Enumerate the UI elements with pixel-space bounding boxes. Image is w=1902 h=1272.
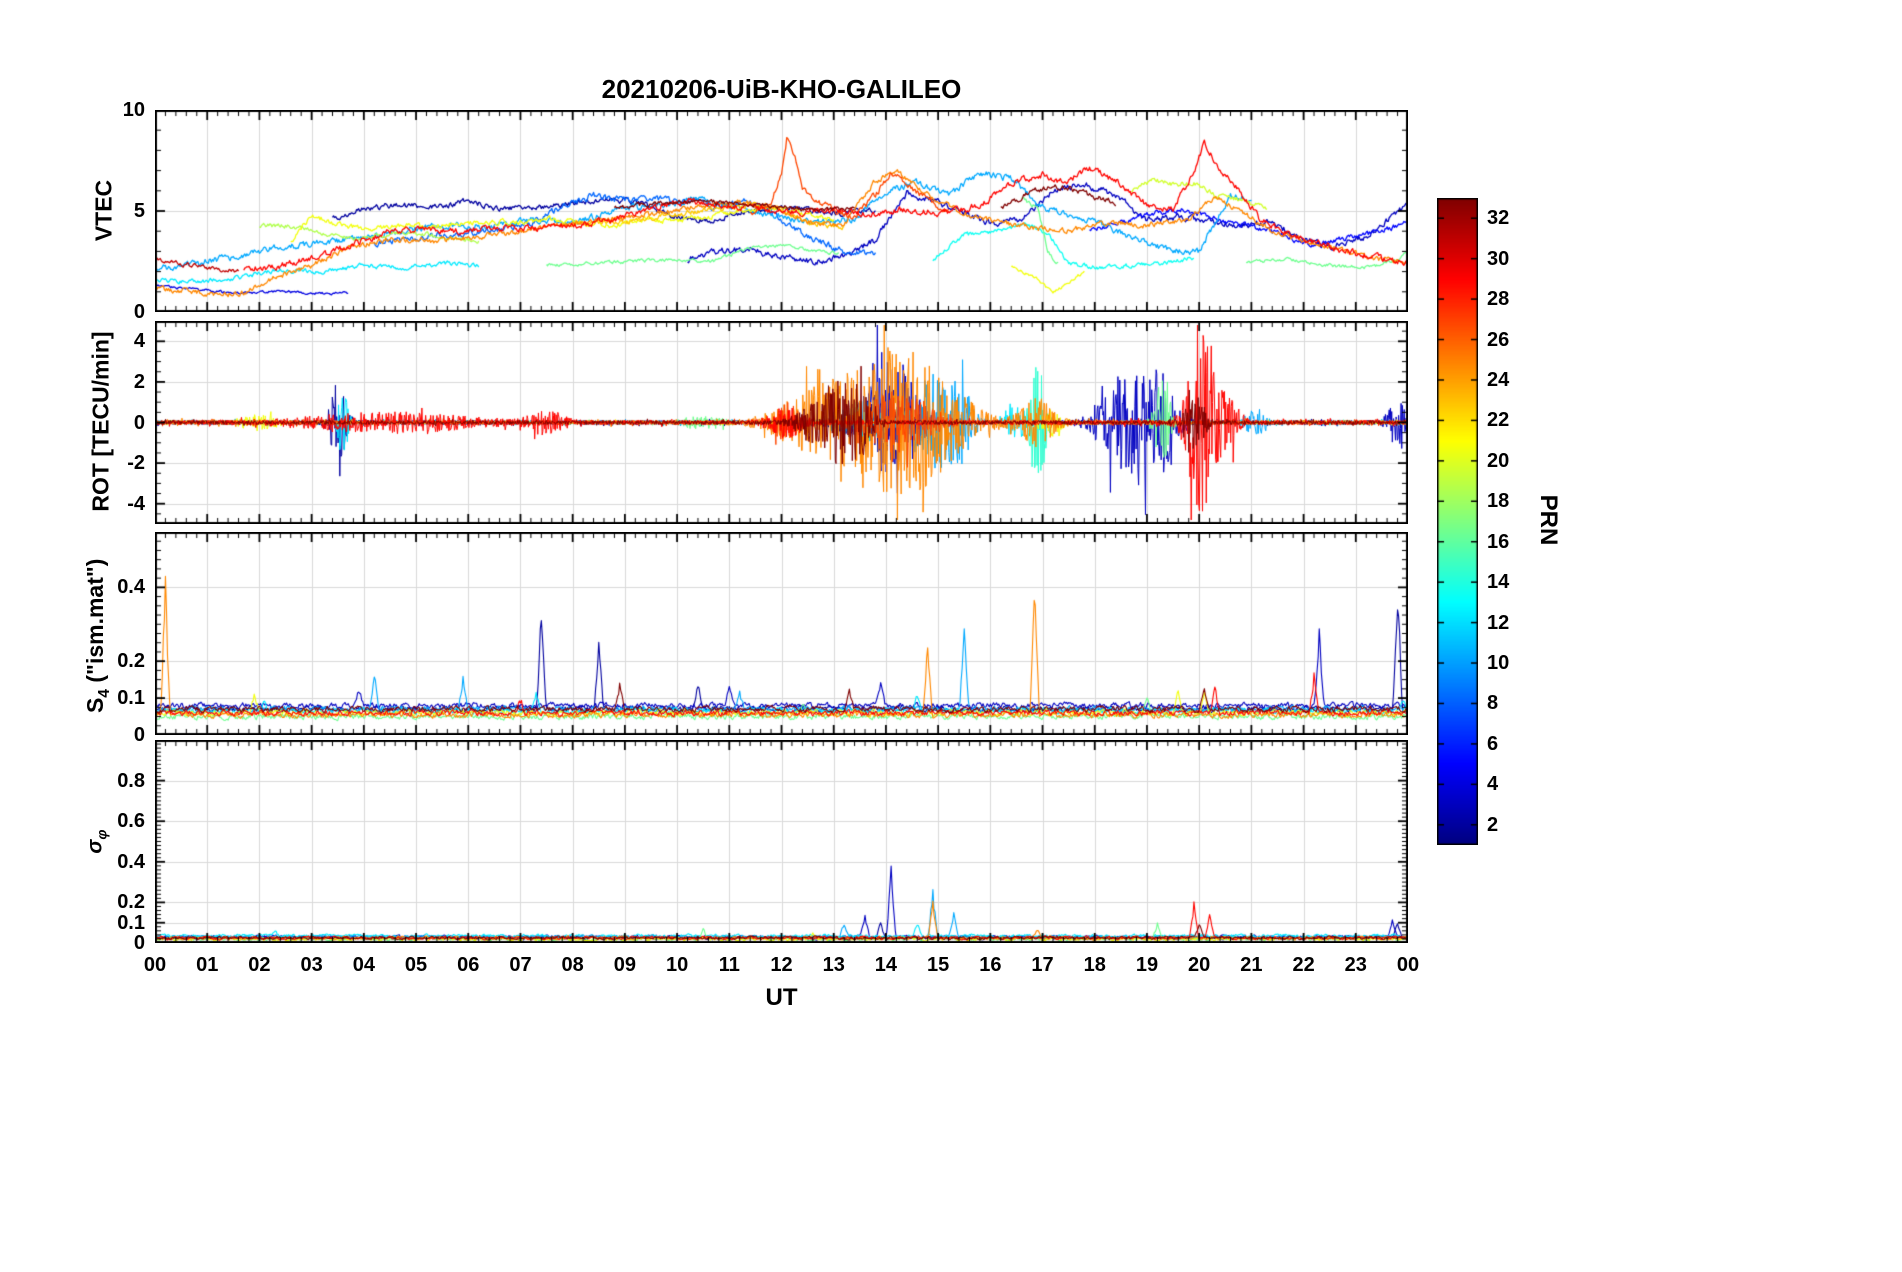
x-tick-label: 18 [1083, 954, 1106, 976]
y-tick-label: 0.2 [117, 891, 145, 914]
colorbar-tick-label: 16 [1487, 530, 1510, 553]
y-tick-label: 0.4 [117, 850, 145, 873]
x-tick-label: 23 [1344, 954, 1367, 976]
x-axis-label: UT [765, 984, 798, 1011]
x-tick-label: 21 [1240, 954, 1263, 976]
x-tick-label: 08 [561, 954, 584, 976]
s4-panel-plot [155, 532, 1408, 735]
y-tick-label: 2 [133, 370, 145, 393]
x-tick-label: 07 [509, 954, 532, 976]
y-tick-label: -2 [127, 452, 145, 475]
x-tick-label: 06 [457, 954, 480, 976]
x-tick-label: 02 [248, 954, 271, 976]
rot-panel-plot [155, 321, 1408, 524]
x-tick-label: 09 [613, 954, 636, 976]
x-tick-label: 13 [822, 954, 845, 976]
colorbar-tick-label: 12 [1487, 611, 1510, 634]
y-tick-label: 0.1 [117, 687, 145, 710]
colorbar-label-text: PRN [1535, 494, 1562, 546]
y-tick-label: 10 [122, 99, 145, 121]
colorbar-tick-label: 18 [1487, 490, 1510, 513]
y-tick-label: 0.1 [117, 911, 145, 934]
x-tick-label: 05 [404, 954, 428, 976]
chart-title: 20210206-UiB-KHO-GALILEO [601, 74, 962, 104]
colorbar-tick-label: 4 [1487, 773, 1499, 796]
y-tick-label: 0.8 [117, 769, 145, 792]
x-tick-label: 17 [1031, 954, 1054, 976]
y-tick-label: 0.4 [117, 576, 145, 599]
y-tick-label: 0 [133, 932, 145, 954]
colorbar-tick-label: 6 [1487, 732, 1499, 755]
y-tick-label: 4 [133, 330, 145, 353]
colorbar-tick-label: 20 [1487, 449, 1510, 472]
x-tick-label: 11 [718, 954, 740, 976]
y-tick-label: 5 [133, 200, 145, 222]
y-tick-label: -4 [127, 492, 145, 515]
x-tick-label: 16 [979, 954, 1002, 976]
colorbar-tick-label: 14 [1487, 571, 1510, 594]
x-tick-label: 22 [1292, 954, 1315, 976]
colorbar-tick-label: 28 [1487, 288, 1510, 311]
x-tick-label: 14 [874, 954, 898, 976]
colorbar-tick-label: 26 [1487, 328, 1510, 351]
y-tick-label: 0 [133, 301, 145, 323]
colorbar-tick-label: 2 [1487, 813, 1499, 836]
x-tick-label: 04 [352, 954, 375, 976]
x-tick-label: 19 [1135, 954, 1159, 976]
colorbar-tick-label: 32 [1487, 207, 1510, 230]
prn-colorbar [1437, 198, 1478, 845]
colorbar-tick-label: 8 [1487, 692, 1499, 715]
vtec-panel-plot [155, 110, 1408, 312]
x-tick-label: 00 [143, 954, 167, 976]
sigma-phi-panel-plot [155, 740, 1408, 943]
y-tick-label: 0 [133, 411, 145, 434]
y-tick-label: 0.2 [117, 650, 145, 673]
colorbar-tick-label: 22 [1487, 409, 1510, 432]
x-tick-label: 15 [927, 954, 950, 976]
colorbar-label: PRN [1534, 370, 1562, 670]
colorbar-tick-label: 10 [1487, 652, 1510, 675]
colorbar-tick-label: 30 [1487, 247, 1510, 270]
y-tick-label: 0 [133, 724, 145, 746]
x-tick-label: 00 [1396, 954, 1420, 976]
y-tick-label: 0.6 [117, 810, 145, 833]
colorbar-tick-label: 24 [1487, 368, 1510, 391]
x-tick-label: 03 [300, 954, 323, 976]
x-tick-label: 10 [665, 954, 689, 976]
x-tick-label: 20 [1188, 954, 1211, 976]
x-tick-label: 01 [196, 954, 219, 976]
x-tick-label: 12 [770, 954, 793, 976]
